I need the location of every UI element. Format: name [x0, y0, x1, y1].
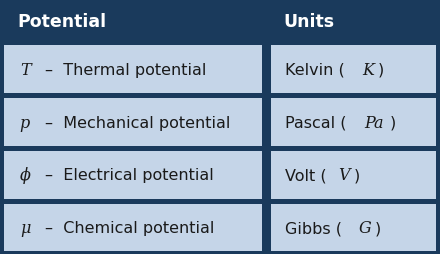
FancyBboxPatch shape — [271, 99, 436, 146]
Text: Kelvin (: Kelvin ( — [285, 62, 345, 77]
Text: –  Thermal potential: – Thermal potential — [45, 62, 207, 77]
Text: ): ) — [377, 62, 384, 77]
Text: –  Electrical potential: – Electrical potential — [45, 168, 214, 183]
FancyBboxPatch shape — [4, 99, 262, 146]
Text: –  Chemical potential: – Chemical potential — [45, 220, 215, 235]
Text: V: V — [338, 167, 350, 184]
FancyBboxPatch shape — [271, 46, 436, 94]
FancyBboxPatch shape — [271, 204, 436, 251]
Text: ϕ: ϕ — [20, 167, 31, 184]
Text: –  Mechanical potential: – Mechanical potential — [45, 115, 231, 130]
FancyBboxPatch shape — [271, 151, 436, 199]
Text: T: T — [20, 61, 30, 78]
Text: ): ) — [389, 115, 396, 130]
Text: K: K — [362, 61, 374, 78]
Text: Volt (: Volt ( — [285, 168, 326, 183]
Text: Gibbs (: Gibbs ( — [285, 220, 342, 235]
Text: μ: μ — [20, 219, 30, 236]
Text: Units: Units — [284, 13, 335, 31]
Text: Potential: Potential — [18, 13, 107, 31]
Text: G: G — [358, 219, 371, 236]
Text: p: p — [20, 114, 30, 131]
Text: Pa: Pa — [364, 114, 384, 131]
FancyBboxPatch shape — [4, 204, 262, 251]
Text: Pascal (: Pascal ( — [285, 115, 346, 130]
FancyBboxPatch shape — [4, 151, 262, 199]
Text: ): ) — [375, 220, 381, 235]
Text: ): ) — [353, 168, 359, 183]
FancyBboxPatch shape — [4, 46, 262, 94]
